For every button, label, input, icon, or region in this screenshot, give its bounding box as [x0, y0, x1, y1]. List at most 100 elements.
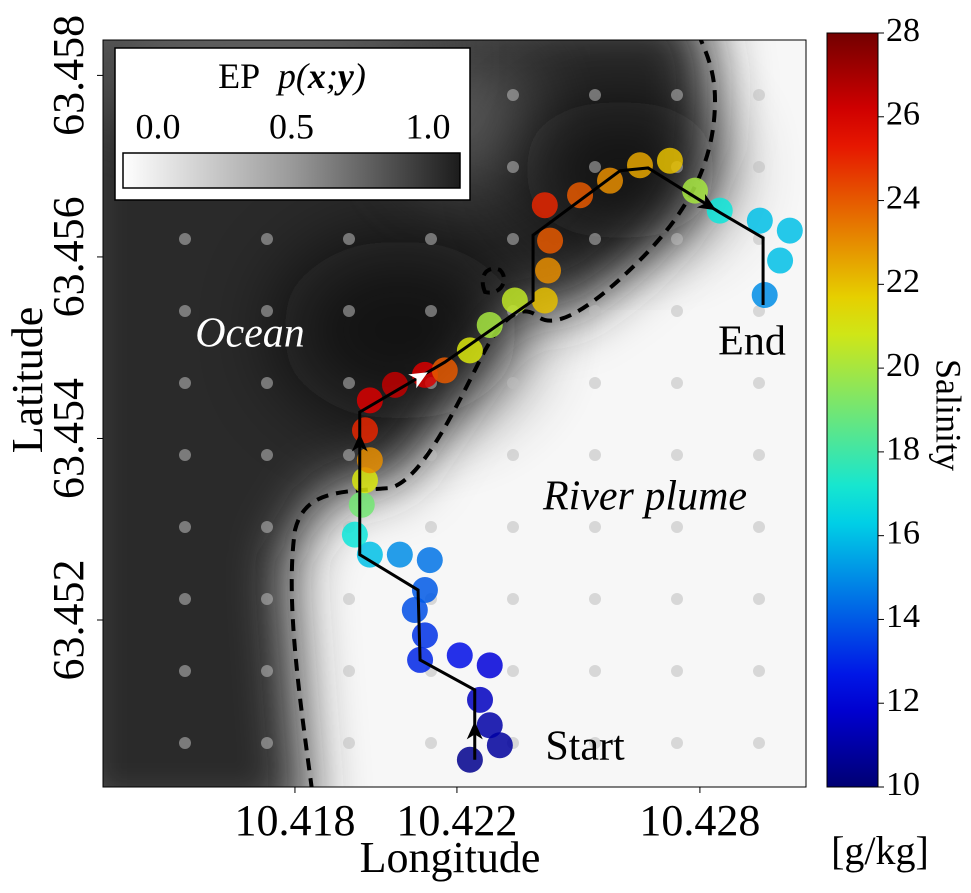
salinity-sample [446, 642, 473, 669]
grid-dot [589, 377, 601, 389]
salinity-sample [431, 357, 458, 384]
salinity-sample [626, 152, 653, 179]
salinity-sample [682, 177, 709, 204]
ep-tick-label: 1.0 [406, 106, 451, 146]
grid-dot [507, 521, 519, 533]
grid-dot [179, 305, 191, 317]
grid-dot [343, 737, 355, 749]
grid-dot [671, 449, 683, 461]
x-axis-label: Longitude [360, 833, 541, 882]
grid-dot [343, 305, 355, 317]
colorbar-tick-label: 20 [886, 347, 920, 384]
colorbar-tick-label: 10 [886, 766, 920, 803]
grid-dot [753, 521, 765, 533]
grid-dot [425, 521, 437, 533]
annotation: Start [545, 724, 625, 770]
route-arrow [408, 372, 428, 389]
grid-dot [671, 737, 683, 749]
colorbar-tick-label: 14 [886, 598, 920, 635]
grid-dot [671, 665, 683, 677]
grid-dot [261, 665, 273, 677]
ep-tick-label: 0.0 [136, 106, 181, 146]
x-tick-label: 10.418 [234, 796, 355, 845]
grid-dot [589, 233, 601, 245]
grid-dot [261, 737, 273, 749]
ep-title-part: y [334, 56, 355, 96]
route-arrow [466, 721, 483, 740]
grid-dot [507, 377, 519, 389]
grid-dot [753, 665, 765, 677]
grid-dot [507, 593, 519, 605]
salinity-sample [535, 257, 562, 284]
y-tick-label: 63.452 [44, 559, 93, 680]
salinity-sample [746, 207, 773, 234]
salinity-sample [656, 147, 683, 174]
colorbar-tick-label: 26 [886, 96, 920, 133]
ep-legend-title: EP p(x;y) [218, 56, 366, 96]
grid-dot [507, 665, 519, 677]
grid-dot [261, 377, 273, 389]
grid-dot [753, 449, 765, 461]
ep-title-part: x [307, 56, 326, 96]
colorbar-label: Salinity [929, 359, 969, 471]
ep-colorbar [122, 152, 461, 189]
grid-dot [179, 737, 191, 749]
salinity-sample [751, 282, 778, 309]
colorbar-tick-label: 12 [886, 682, 920, 719]
grid-dot [589, 593, 601, 605]
grid-dot [589, 665, 601, 677]
ep-title-part: ) [352, 56, 366, 96]
salinity-sample [356, 447, 383, 474]
salinity-sample [476, 312, 503, 339]
grid-dot [343, 593, 355, 605]
salinity-sample [356, 541, 383, 568]
grid-dot [671, 305, 683, 317]
salinity-sample [531, 192, 558, 219]
grid-dot [425, 233, 437, 245]
grid-dot [671, 593, 683, 605]
grid-dot [343, 449, 355, 461]
y-tick-label: 63.454 [44, 378, 93, 499]
ep-title-part: EP [218, 56, 259, 96]
grid-dot [261, 305, 273, 317]
y-axis-label: Latitude [3, 307, 52, 454]
grid-dot [179, 593, 191, 605]
salinity-sample [341, 521, 368, 548]
ep-title-part: ; [326, 56, 338, 96]
salinity-sample [567, 182, 594, 209]
annotation: River plume [542, 474, 747, 520]
salinity-sample [348, 491, 375, 518]
salinity-sample [476, 712, 503, 739]
boundary-loop [480, 266, 506, 295]
grid-dot [179, 449, 191, 461]
grid-dot [425, 305, 437, 317]
salinity-sample [456, 337, 483, 364]
grid-dot [343, 665, 355, 677]
grid-dot [507, 233, 519, 245]
grid-dot [261, 593, 273, 605]
grid-dot [261, 233, 273, 245]
colorbar [826, 32, 879, 788]
boundary [289, 40, 718, 787]
salinity-sample [501, 287, 528, 314]
grid-dot [261, 449, 273, 461]
plot-frame [102, 39, 807, 788]
grid-dot [507, 89, 519, 101]
grid-dot [671, 521, 683, 533]
colorbar-tick-label: 22 [886, 263, 920, 300]
grid-dot [179, 233, 191, 245]
grid-dot [179, 665, 191, 677]
grid-dot [507, 161, 519, 173]
y-tick-label: 63.458 [44, 15, 93, 136]
x-tick-label: 10.428 [639, 796, 760, 845]
salinity-sample [706, 197, 733, 224]
colorbar-tick-label: 18 [886, 431, 920, 468]
salinity-sample [767, 247, 794, 274]
grid-dot [343, 377, 355, 389]
grid-dot [753, 161, 765, 173]
salinity-sample [356, 387, 383, 414]
salinity-sample [776, 217, 803, 244]
grid-dot [671, 377, 683, 389]
grid-dot [589, 737, 601, 749]
